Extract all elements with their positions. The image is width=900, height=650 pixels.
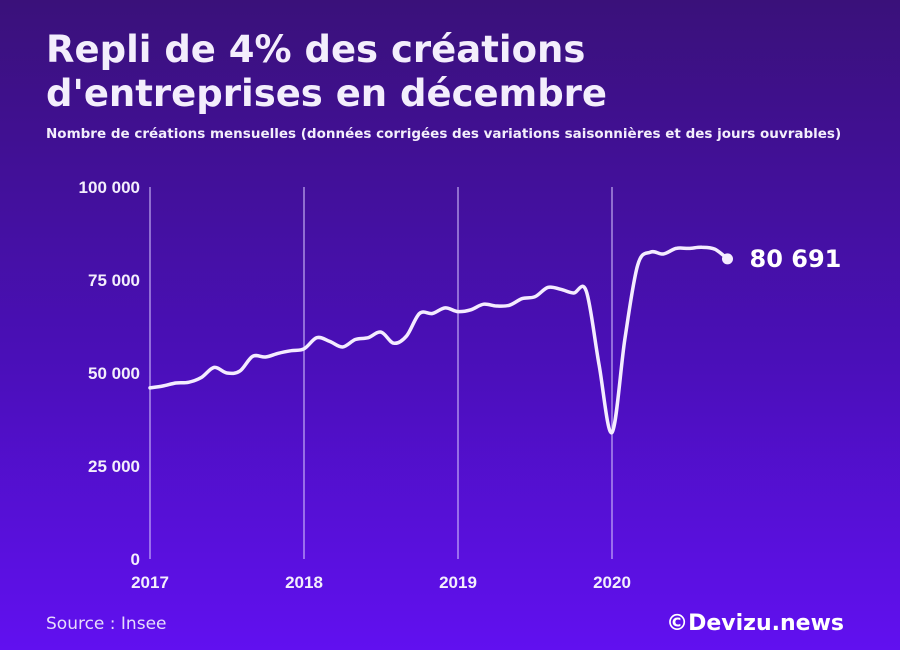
chart-subtitle: Nombre de créations mensuelles (données … (46, 126, 842, 142)
end-point-marker (722, 253, 733, 265)
gridlines (149, 187, 613, 559)
x-tick-label: 2018 (285, 573, 323, 592)
x-tick-label: 2017 (131, 573, 169, 592)
chart-title: Repli de 4% des créations d'entreprises … (46, 28, 608, 115)
y-tick-label: 75 000 (88, 271, 140, 290)
x-tick-label: 2019 (439, 573, 477, 592)
x-axis-ticks: 2017 2018 2019 2020 (131, 573, 631, 592)
y-axis-ticks: 0 25 000 50 000 75 000 100 000 (79, 178, 140, 569)
y-tick-label: 50 000 (88, 364, 140, 383)
y-tick-label: 0 (131, 550, 140, 569)
source-note: Source : Insee (46, 614, 167, 634)
x-tick-label: 2020 (593, 573, 631, 592)
end-value-label: 80 691 (750, 245, 842, 273)
credit-label: ©Devizu.news (666, 611, 844, 636)
y-tick-label: 100 000 (79, 178, 140, 197)
series-line (148, 245, 730, 435)
y-tick-label: 25 000 (88, 457, 140, 476)
